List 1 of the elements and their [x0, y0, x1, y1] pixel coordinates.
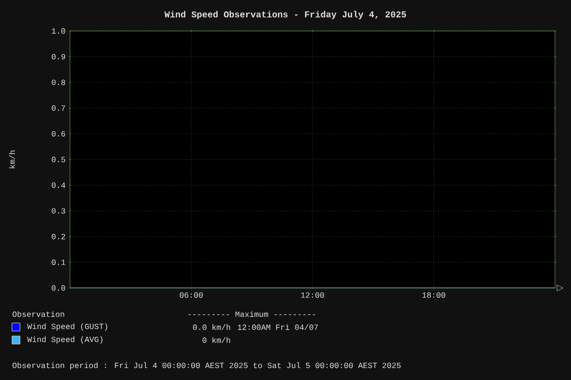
- chart-title: Wind Speed Observations - Friday July 4, 2025: [164, 10, 406, 20]
